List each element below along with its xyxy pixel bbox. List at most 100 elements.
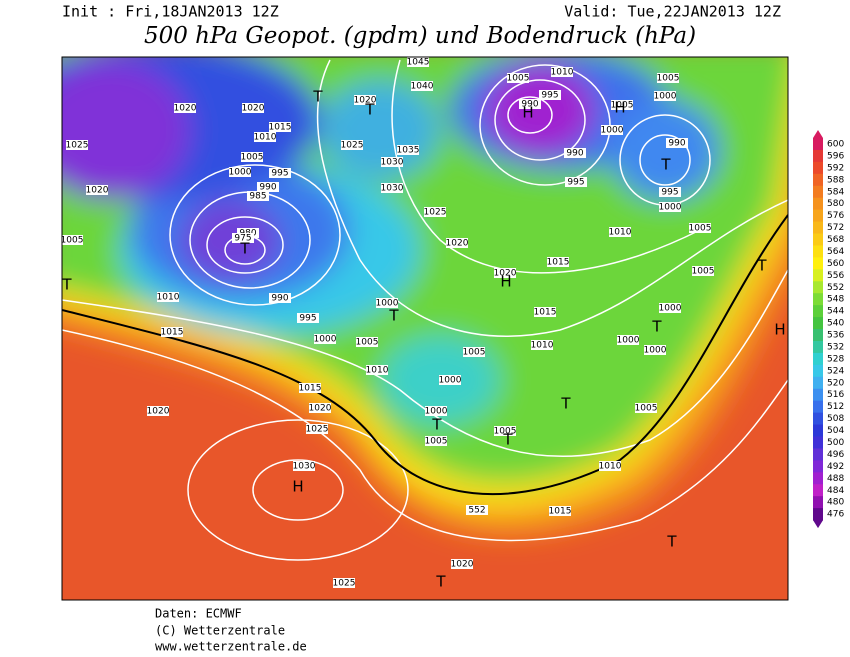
colorbar-swatch: [813, 257, 823, 270]
isobar-label: 1010: [599, 462, 622, 472]
colorbar-swatch: [813, 173, 823, 187]
isobar-label: 1000: [425, 407, 448, 417]
isobar-label-bg: [644, 345, 666, 355]
isobar-label-bg: [293, 461, 315, 471]
isobar-label: 1040: [411, 82, 434, 92]
isobar-label-bg: [425, 436, 447, 446]
height-field: [62, 57, 788, 535]
isobar-label: 1010: [157, 293, 180, 303]
colorbar-arrow: [813, 520, 823, 529]
isobars: [62, 59, 788, 561]
isobar-label: 1005: [356, 338, 379, 348]
isobar-label: 1005: [635, 404, 658, 414]
isobar-label: 1000: [314, 335, 337, 345]
isobar-label-bg: [381, 183, 403, 193]
colorbar-swatch: [813, 352, 823, 366]
isobar-label: 1005: [61, 236, 84, 246]
colorbar-label: 524: [827, 366, 844, 376]
pressure-center: T: [431, 416, 442, 434]
colorbar-swatch: [813, 233, 823, 246]
isobar-label-bg: [157, 292, 179, 302]
isobar-label-bg: [306, 424, 328, 434]
isobar-label: 1000: [617, 336, 640, 346]
isobar-label-bg: [254, 132, 276, 142]
isobar-label-bg: [564, 148, 586, 158]
isobar-label-bg: [397, 145, 419, 155]
isobar-label: 1030: [381, 184, 404, 194]
isobar-label: 1020: [451, 560, 474, 570]
colorbar-label: 488: [827, 474, 844, 484]
map-title: 500 hPa Geopot. (gpdm) und Bodendruck (h…: [144, 23, 696, 49]
colorbar-swatch: [813, 161, 823, 175]
pressure-center: T: [560, 395, 571, 413]
isobar-label: 995: [567, 178, 584, 188]
isobar-label: 1000: [654, 92, 677, 102]
isobar-label: 1015: [534, 308, 557, 318]
isobar-label: 1015: [547, 258, 570, 268]
map-frame: [61, 56, 789, 601]
pressure-center: H: [500, 273, 511, 291]
isobar-label-bg: [376, 298, 398, 308]
isobar-label: 1005: [689, 224, 712, 234]
isobar-label: 1005: [611, 101, 634, 111]
isobar-label-bg: [657, 73, 679, 83]
isobar-label: 1005: [494, 427, 517, 437]
isobar-label-bg: [309, 403, 331, 413]
isobar-label: 1030: [293, 462, 316, 472]
colorbar-label: 492: [827, 462, 844, 472]
footer-line: www.wetterzentrale.de: [155, 640, 307, 654]
colorbar-label: 596: [827, 151, 844, 161]
isobar-label: 1000: [229, 168, 252, 178]
colorbar-swatch: [813, 209, 823, 223]
isobar-label: 1035: [397, 146, 420, 156]
pressure-center: H: [774, 321, 785, 339]
isobar-label: 990: [259, 183, 276, 193]
pressure-center: T: [312, 88, 323, 106]
colorbar-label: 564: [827, 247, 844, 257]
isobar-label: 985: [249, 192, 266, 202]
isobar-label: 1000: [644, 346, 667, 356]
isobar-label: 1020: [242, 104, 265, 114]
isobar-label: 1010: [609, 228, 632, 238]
colorbar-label: 556: [827, 271, 844, 281]
isobar-label-bg: [659, 202, 681, 212]
colorbar-swatch: [813, 412, 823, 426]
colorbar-label: 568: [827, 235, 844, 245]
colorbar-swatch: [813, 424, 823, 437]
isobar-label-bg: [257, 182, 279, 192]
colorbar-swatch: [813, 388, 823, 402]
colorbar-swatch: [813, 138, 823, 151]
colorbar-swatch: [813, 448, 823, 461]
isobar-label-bg: [161, 327, 183, 337]
colorbar-label: 600: [827, 140, 844, 150]
isobar-label-bg: [609, 227, 631, 237]
isobar-label-bg: [242, 103, 264, 113]
isobar-label-bg: [269, 293, 291, 303]
isobar-label-bg: [269, 122, 291, 132]
colorbar-swatch: [813, 400, 823, 414]
colorbar-label: 544: [827, 307, 844, 317]
isobar-label: 1015: [299, 384, 322, 394]
colorbar-label: 536: [827, 331, 844, 341]
isobar-label: 1010: [254, 133, 277, 143]
isobar-label-bg: [297, 313, 319, 323]
pressure-center: T: [651, 318, 662, 336]
valid-time: Valid: Tue,22JAN2013 12Z: [564, 3, 781, 21]
colorbar-swatch: [813, 496, 823, 509]
isobar-label-bg: [689, 223, 711, 233]
isobar-label-bg: [341, 140, 363, 150]
isobar-label-bg: [539, 90, 561, 100]
isobar-label-bg: [366, 365, 388, 375]
colorbar-label: 588: [827, 175, 844, 185]
isobar-label-bg: [463, 347, 485, 357]
colorbar-label: 500: [827, 438, 844, 448]
isobar-label-bg: [425, 406, 447, 416]
colorbar-label: 584: [827, 187, 844, 197]
colorbar-swatch: [813, 185, 823, 199]
isobar-label-bg: [659, 303, 681, 313]
isobar-label: 995: [661, 188, 678, 198]
isobar-label: 552: [468, 506, 485, 516]
pressure-center: T: [61, 276, 72, 294]
